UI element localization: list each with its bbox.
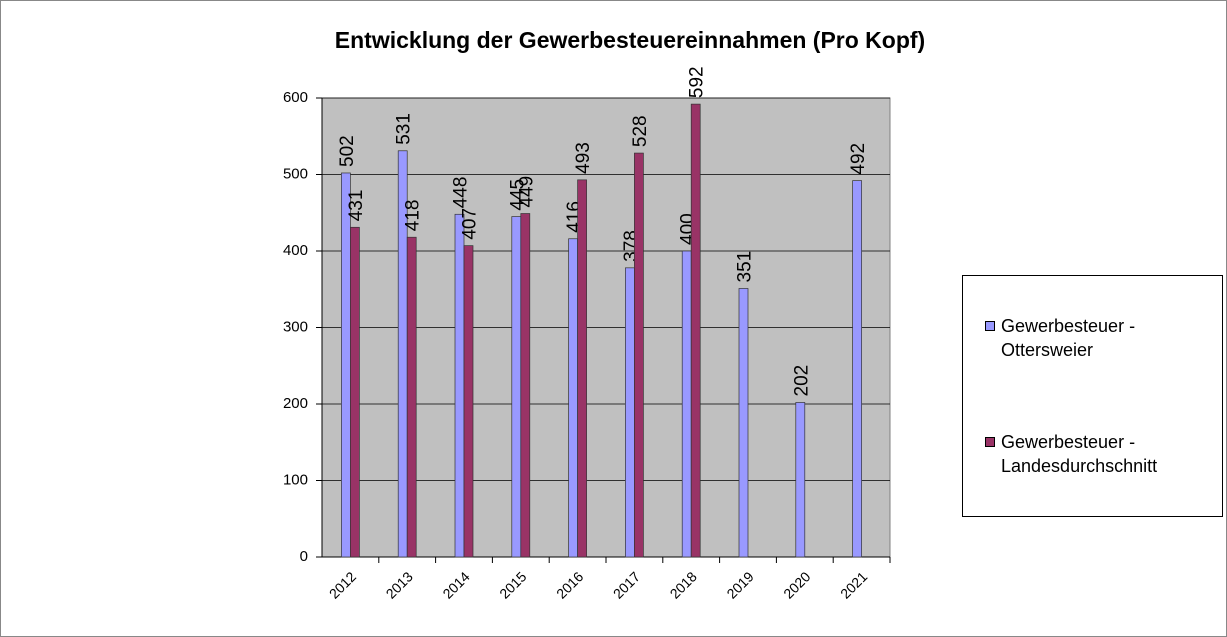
legend-label: Gewerbesteuer - Landesdurchschnitt — [1001, 432, 1158, 476]
y-tick-label: 200 — [283, 395, 308, 412]
data-label: 448 — [451, 177, 472, 209]
data-label: 493 — [573, 142, 594, 174]
legend: Gewerbesteuer - Ottersweier Gewerbesteuer… — [962, 275, 1223, 517]
bar — [511, 216, 522, 558]
bar — [568, 238, 578, 558]
legend-item: Gewerbesteuer - Ottersweier — [985, 314, 1221, 362]
legend-item: Gewerbesteuer - Landesdurchschnitt — [985, 430, 1221, 478]
data-label: 351 — [735, 251, 756, 283]
data-label: 528 — [630, 115, 651, 147]
data-label: 407 — [460, 208, 481, 240]
y-tick-label: 100 — [283, 471, 308, 488]
legend-label: Gewerbesteuer - Ottersweier — [1001, 316, 1136, 360]
legend-swatch — [985, 437, 995, 447]
bar — [406, 236, 417, 558]
data-label: 502 — [337, 135, 358, 167]
bar — [690, 103, 701, 558]
y-tick-label: 400 — [283, 242, 308, 259]
bar — [520, 213, 531, 558]
bar — [738, 288, 749, 558]
data-label: 445 — [507, 179, 528, 211]
bar — [795, 402, 806, 558]
bar — [350, 226, 360, 558]
data-label: 431 — [346, 190, 367, 222]
data-label: 202 — [791, 365, 812, 397]
y-tick-label: 600 — [283, 89, 308, 106]
bar — [454, 213, 465, 558]
bar — [463, 245, 474, 558]
bar — [341, 172, 351, 558]
data-label: 592 — [687, 66, 708, 98]
chart-title: Entwicklung der Gewerbesteuereinnahmen (… — [335, 27, 925, 53]
bar — [634, 152, 644, 558]
bar — [625, 267, 635, 558]
data-label: 449 — [516, 176, 537, 208]
data-label: 492 — [848, 143, 869, 175]
bar — [852, 180, 862, 558]
bar — [681, 250, 692, 558]
y-tick-label: 0 — [300, 548, 308, 565]
y-tick-label: 300 — [283, 318, 308, 335]
bar — [577, 179, 587, 558]
data-label: 418 — [403, 200, 424, 232]
legend-swatch — [985, 321, 995, 331]
data-label: 531 — [394, 113, 415, 145]
y-tick-label: 500 — [283, 165, 308, 182]
